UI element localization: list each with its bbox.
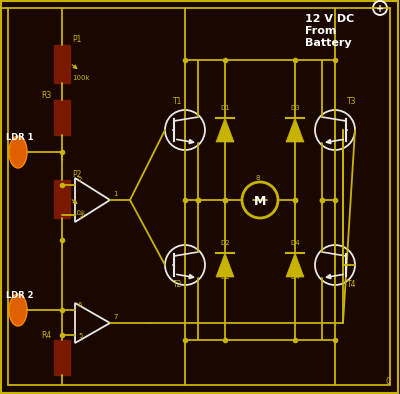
Circle shape (315, 110, 355, 150)
Text: D2: D2 (220, 240, 230, 246)
Text: R4: R4 (42, 331, 52, 340)
Text: 7: 7 (113, 314, 118, 320)
Text: +: + (376, 4, 384, 14)
Text: D4: D4 (290, 274, 300, 280)
Text: T1: T1 (173, 97, 182, 106)
Text: D1: D1 (220, 105, 230, 111)
Text: LDR 2: LDR 2 (6, 291, 34, 300)
Text: D3: D3 (290, 105, 300, 111)
Circle shape (165, 245, 205, 285)
Text: 1: 1 (113, 191, 118, 197)
Text: P2: P2 (72, 170, 81, 179)
Text: T2: T2 (173, 280, 182, 289)
Text: P1: P1 (72, 35, 81, 44)
Text: 12 V DC: 12 V DC (305, 14, 354, 24)
Text: D4: D4 (290, 240, 300, 246)
Text: 8: 8 (255, 175, 260, 181)
Text: 0: 0 (385, 377, 391, 387)
Ellipse shape (9, 136, 27, 168)
Text: LDR 1: LDR 1 (6, 133, 34, 142)
Polygon shape (286, 253, 304, 277)
Bar (54, 340, 70, 375)
Text: Battery: Battery (305, 38, 352, 48)
Polygon shape (216, 253, 234, 277)
Polygon shape (286, 118, 304, 142)
Bar (54, 45, 70, 83)
Polygon shape (216, 118, 234, 142)
Ellipse shape (9, 294, 27, 326)
Text: T4: T4 (347, 280, 356, 289)
Bar (54, 180, 70, 218)
Bar (54, 100, 70, 135)
Polygon shape (75, 303, 110, 343)
Text: R3: R3 (42, 91, 52, 100)
Circle shape (315, 245, 355, 285)
Text: 100k: 100k (72, 75, 90, 81)
Polygon shape (75, 178, 110, 222)
Text: T3: T3 (347, 97, 356, 106)
Circle shape (165, 110, 205, 150)
Text: 3: 3 (78, 214, 82, 220)
Text: 2: 2 (78, 177, 82, 183)
Text: 5: 5 (78, 333, 82, 339)
Text: 10k: 10k (72, 210, 85, 216)
Text: From: From (305, 26, 336, 36)
Text: 6: 6 (78, 302, 82, 308)
Circle shape (242, 182, 278, 218)
Text: D2: D2 (220, 274, 230, 280)
Text: M: M (254, 195, 266, 208)
